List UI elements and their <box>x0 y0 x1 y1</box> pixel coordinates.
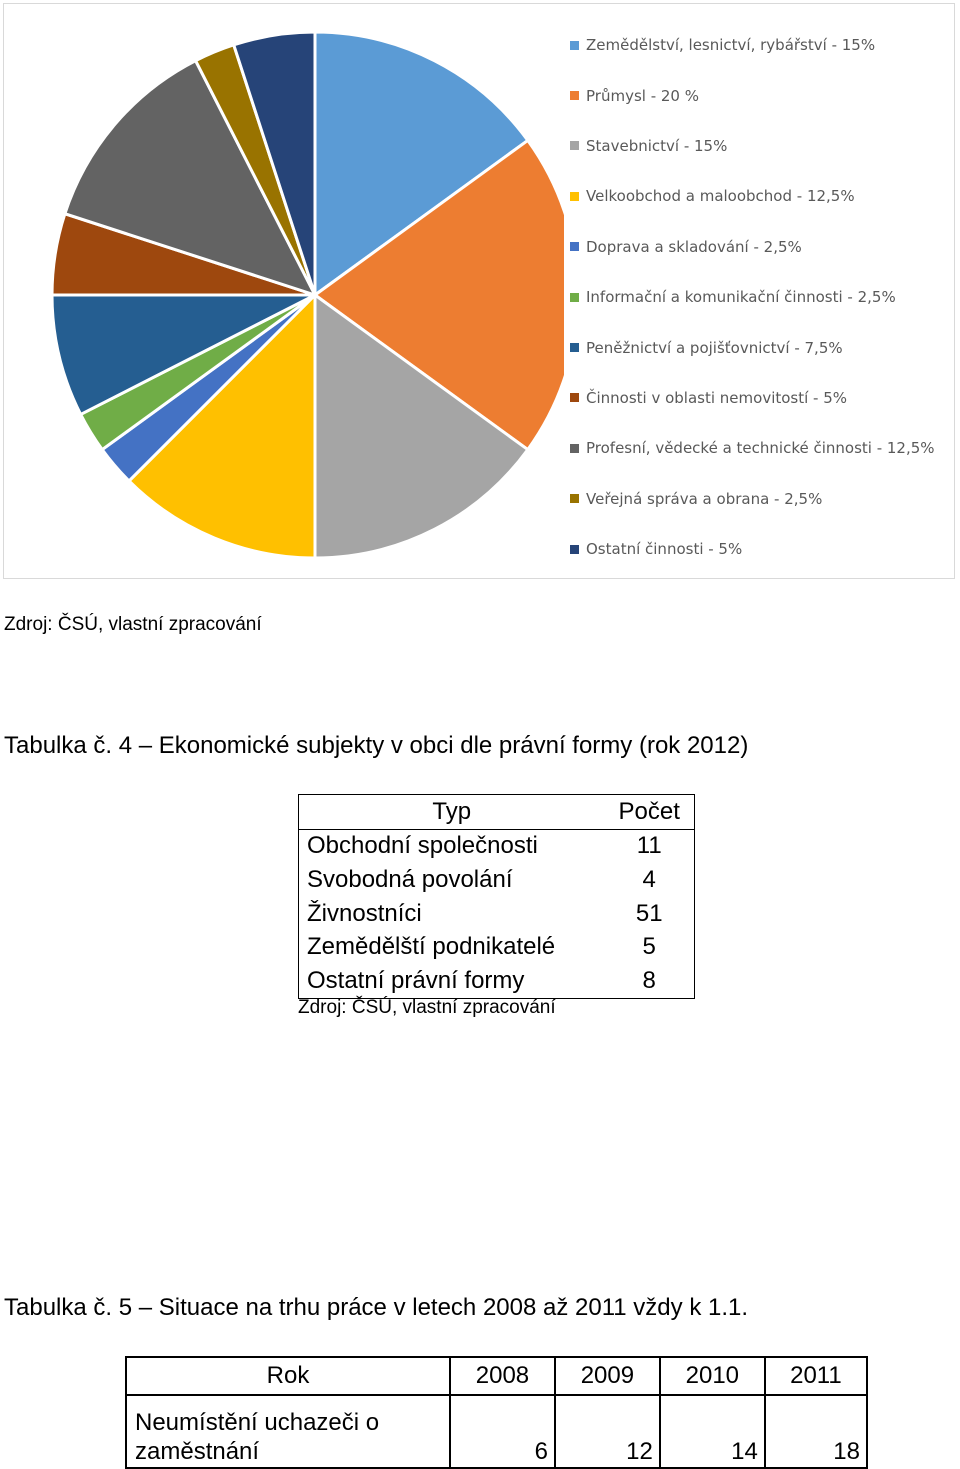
table-row: Živnostníci 51 <box>298 896 695 931</box>
table5-header-year: 2009 <box>553 1356 661 1396</box>
table4-cell-count: 11 <box>636 832 662 860</box>
legend-swatch <box>570 343 579 353</box>
pie-chart <box>50 30 564 560</box>
table4-cell-count: 51 <box>635 899 663 927</box>
table-row: Zemědělští podnikatelé 5 <box>298 930 695 964</box>
table4-cell-type: Svobodná povolání <box>307 865 513 893</box>
table5-header-year: 2011 <box>763 1356 869 1396</box>
table4-cell-type: Živnostníci <box>307 899 422 927</box>
table5-cell-value: 18 <box>763 1394 869 1469</box>
table-row: Ostatní právní formy 8 <box>298 963 695 999</box>
legend-swatch <box>570 91 579 101</box>
pie-slice <box>313 30 530 298</box>
table4-header-pocet: Počet <box>604 794 695 830</box>
legend-item: Informační a komunikační činnosti - 2,5% <box>570 272 935 322</box>
legend-swatch <box>570 191 579 201</box>
legend-swatch <box>570 494 579 504</box>
legend-label: Ostatní činnosti - 5% <box>586 540 743 559</box>
table4-legal-forms: Typ Počet Obchodní společnosti 11 Svobod… <box>298 794 695 999</box>
table4-cell-count: 8 <box>642 966 656 994</box>
table-header-row: Rok 2008 2009 2010 2011 <box>125 1356 869 1396</box>
table5-header-rok: Rok <box>125 1356 451 1396</box>
legend-item: Profesní, vědecké a technické činnosti -… <box>570 423 935 473</box>
table4-source-caption: Zdroj: ČSÚ, vlastní zpracování <box>298 997 556 1018</box>
legend-label: Informační a komunikační činnosti - 2,5% <box>586 288 896 307</box>
legend-label: Peněžnictví a pojišťovnictví - 7,5% <box>586 338 843 357</box>
table5-header-year: 2008 <box>449 1356 556 1396</box>
legend-swatch <box>570 393 579 403</box>
table4-header-typ: Typ <box>298 794 605 830</box>
pie-slice <box>62 58 318 298</box>
table5-row-label-line2: zaměstnání <box>135 1438 260 1465</box>
pie-slice <box>312 138 564 452</box>
legend-label: Průmysl - 20 % <box>586 86 699 105</box>
table5-cell-value: 12 <box>553 1394 661 1469</box>
table4-cell-type: Ostatní právní formy <box>307 966 525 994</box>
legend-swatch <box>570 141 579 151</box>
legend-label: Stavebnictví - 15% <box>586 136 728 155</box>
legend-item: Veřejná správa a obrana - 2,5% <box>570 474 935 524</box>
pie-slice <box>231 30 317 296</box>
table4-heading: Tabulka č. 4 – Ekonomické subjekty v obc… <box>4 732 749 759</box>
legend-swatch <box>570 443 579 453</box>
legend-item: Průmysl - 20 % <box>570 70 935 120</box>
pie-slice <box>313 292 530 560</box>
table5-cell-value: 14 <box>658 1394 766 1469</box>
legend-label: Doprava a skladování - 2,5% <box>586 237 802 256</box>
table4-cell-type: Obchodní společnosti <box>307 832 538 860</box>
table5-header-year: 2010 <box>658 1356 766 1396</box>
pie-slice <box>50 293 316 417</box>
legend-item: Ostatní činnosti - 5% <box>570 524 935 574</box>
table5-cell-value: 6 <box>449 1394 556 1469</box>
legend-label: Zemědělství, lesnictví, rybářství - 15% <box>586 36 876 55</box>
legend-swatch <box>570 544 579 554</box>
legend-item: Velkoobchod a maloobchod - 12,5% <box>570 171 935 221</box>
table4-cell-count: 5 <box>642 933 656 961</box>
legend-swatch <box>570 292 579 302</box>
table5-labour-market: Rok 2008 2009 2010 2011 Neumístění uchaz… <box>125 1356 869 1469</box>
legend-item: Činnosti v oblasti nemovitostí - 5% <box>570 373 935 423</box>
table4-cell-type: Zemědělští podnikatelé <box>307 933 556 961</box>
table5-row-label: Neumístění uchazeči o zaměstnání <box>125 1394 451 1469</box>
legend-item: Doprava a skladování - 2,5% <box>570 222 935 272</box>
table-header-row: Typ Počet <box>298 794 695 830</box>
legend-label: Profesní, vědecké a technické činnosti -… <box>586 439 935 458</box>
chart-legend: Zemědělství, lesnictví, rybářství - 15% P… <box>570 20 935 574</box>
table-row: Obchodní společnosti 11 <box>298 829 695 864</box>
chart-source-caption: Zdroj: ČSÚ, vlastní zpracování <box>4 614 262 635</box>
pie-slice <box>126 291 317 560</box>
legend-item: Zemědělství, lesnictví, rybářství - 15% <box>570 20 935 70</box>
table5-row-label-line1: Neumístění uchazeči o <box>135 1409 380 1436</box>
table4-cell-count: 4 <box>642 865 656 893</box>
pie-chart-frame: Zemědělství, lesnictví, rybářství - 15% P… <box>3 3 955 579</box>
table-row: Neumístění uchazeči o zaměstnání 6 12 14 … <box>125 1394 869 1469</box>
legend-item: Stavebnictví - 15% <box>570 121 935 171</box>
legend-label: Velkoobchod a maloobchod - 12,5% <box>586 187 855 206</box>
legend-label: Činnosti v oblasti nemovitostí - 5% <box>586 388 848 407</box>
table5-heading: Tabulka č. 5 – Situace na trhu práce v l… <box>4 1294 749 1321</box>
table-row: Svobodná povolání 4 <box>298 863 695 897</box>
legend-label: Veřejná správa a obrana - 2,5% <box>586 489 823 508</box>
legend-swatch <box>570 242 579 252</box>
legend-swatch <box>570 40 579 50</box>
legend-item: Peněžnictví a pojišťovnictví - 7,5% <box>570 322 935 372</box>
